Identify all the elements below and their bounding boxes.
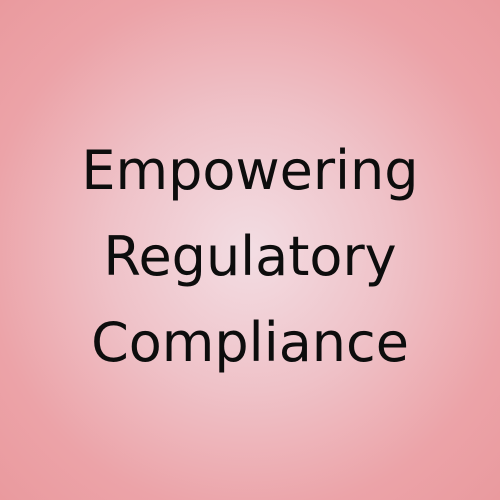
headline-line-1: Empowering [81,139,419,202]
headline: Empowering Regulatory Compliance [0,128,500,386]
headline-line-2: Regulatory [103,225,397,288]
headline-line-3: Compliance [91,311,409,374]
